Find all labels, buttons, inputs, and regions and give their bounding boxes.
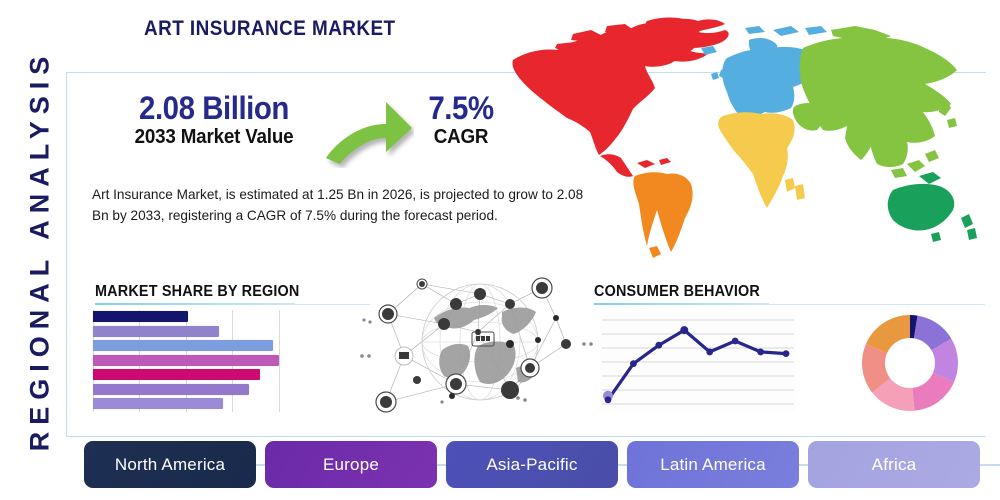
- region-button-africa[interactable]: Africa: [808, 441, 980, 488]
- donut-segment: [910, 315, 918, 339]
- region-connector: [799, 464, 808, 466]
- bar-chart-bar: [93, 325, 220, 337]
- line-marker: [782, 350, 790, 357]
- region-connector: [618, 464, 627, 466]
- consumer-behavior-rule: [594, 303, 769, 305]
- bar-chart-row: [93, 325, 288, 340]
- region-button-asia-pacific[interactable]: Asia-Pacific: [446, 441, 618, 488]
- region-connector: [437, 464, 446, 466]
- bar-chart-bar: [93, 354, 279, 366]
- bar-chart-row: [93, 339, 288, 354]
- region-button-label: North America: [114, 454, 226, 474]
- region-connector-tail: [980, 464, 1000, 466]
- bar-chart-bar: [93, 369, 261, 381]
- donut-segment: [865, 315, 910, 354]
- donut-segment: [913, 315, 952, 351]
- line-marker: [604, 396, 612, 404]
- bar-chart-row: [93, 397, 288, 412]
- market-value-number: 2.08 Billion: [139, 90, 289, 126]
- line-marker: [731, 337, 739, 345]
- bar-chart-row: [93, 310, 288, 325]
- consumer-behavior-line-chart: [600, 312, 796, 412]
- world-map-icon: [495, 8, 995, 266]
- market-value-label: 2033 Market Value: [134, 125, 294, 148]
- consumer-behavior-heading: CONSUMER BEHAVIOR: [594, 283, 761, 300]
- bar-chart-row: [93, 368, 288, 383]
- globe-network-icon: [360, 272, 600, 427]
- line-marker: [680, 326, 689, 335]
- consumer-behavior-rule-ext: [769, 303, 985, 305]
- line-marker: [655, 341, 663, 349]
- region-button-label: Africa: [871, 454, 917, 474]
- region-connector: [256, 464, 265, 466]
- bar-chart-bars: [93, 310, 288, 412]
- market-share-bar-chart: [93, 310, 288, 412]
- line-marker: [630, 360, 637, 368]
- bar-gridline: [278, 310, 280, 412]
- bar-chart-bar: [93, 311, 188, 322]
- region-buttons: North America Europe Asia-Pacific Latin Ame…: [84, 441, 1000, 489]
- region-button-north-america[interactable]: North America: [84, 441, 256, 488]
- region-button-label: Latin America: [660, 454, 766, 474]
- cagr-stat: 7.5% CAGR: [401, 90, 521, 148]
- donut-segment: [872, 378, 915, 411]
- donut-segment: [931, 338, 958, 383]
- market-share-rule-ext: [295, 303, 370, 305]
- bar-chart-row: [93, 354, 288, 369]
- description-text: Art Insurance Market, is estimated at 1.…: [92, 187, 584, 223]
- region-button-latin-america[interactable]: Latin America: [627, 441, 799, 488]
- key-stats: 2.08 Billion 2033 Market Value 7.5% CAGR: [96, 90, 516, 172]
- growth-arrow-icon: [324, 88, 414, 168]
- region-button-label: Asia-Pacific: [486, 454, 578, 474]
- donut-segment: [912, 372, 955, 411]
- region-button-europe[interactable]: Europe: [265, 441, 437, 488]
- bar-chart-bar: [93, 398, 223, 410]
- bar-chart-bar: [93, 383, 249, 395]
- region-button-label: Europe: [322, 454, 380, 474]
- side-label-regional-analysis: REGIONAL ANALYSIS: [24, 49, 55, 452]
- line-marker: [757, 348, 764, 356]
- bar-chart-bar: [93, 340, 274, 352]
- cagr-label: CAGR: [433, 125, 489, 148]
- line-marker: [706, 348, 714, 356]
- market-share-rule: [95, 303, 295, 305]
- market-share-heading: MARKET SHARE BY REGION: [95, 283, 300, 300]
- cagr-number: 7.5%: [428, 90, 494, 126]
- market-value-stat: 2.08 Billion 2033 Market Value: [104, 90, 324, 148]
- donut-segment: [862, 343, 891, 393]
- page-title: ART INSURANCE MARKET: [144, 17, 396, 40]
- consumer-behavior-donut-chart: [855, 308, 965, 418]
- bar-chart-row: [93, 383, 288, 398]
- line-series-path: [606, 328, 788, 402]
